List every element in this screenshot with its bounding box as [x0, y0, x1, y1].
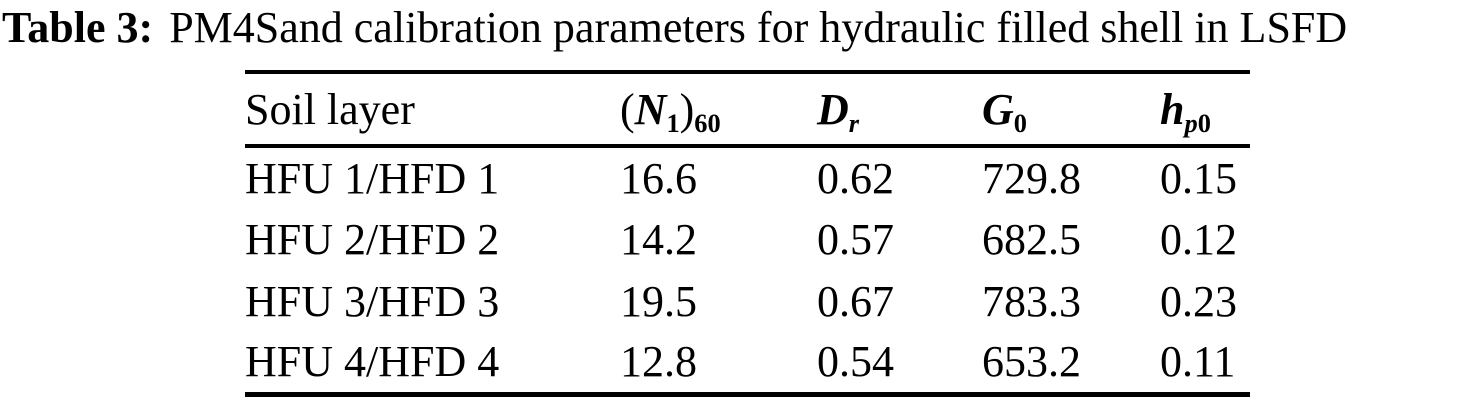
table-caption: Table 3: PM4Sand calibration parameters f…: [2, 2, 1347, 54]
table-body: HFU 1/HFD 1 16.6 0.62 729.8 0.15 HFU 2/H…: [245, 146, 1250, 394]
n160-open-paren: (: [620, 84, 635, 134]
table-caption-text: PM4Sand calibration parameters for hydra…: [169, 3, 1348, 52]
cell-hp0: 0.11: [1160, 337, 1236, 387]
cell-n160: 16.6: [620, 153, 697, 203]
col-header-dr: Dr: [817, 72, 982, 148]
cell-g0: 653.2: [982, 337, 1081, 387]
n160-close-paren: ): [679, 84, 695, 134]
g0-symbol: G: [982, 84, 1014, 134]
cell-n160: 19.5: [620, 276, 697, 326]
n160-inner-subscript: 1: [666, 107, 680, 138]
n160-symbol: N: [634, 84, 667, 134]
cell-soil-layer: HFU 4/HFD 4: [245, 337, 500, 387]
cell-dr: 0.57: [817, 214, 894, 264]
cell-soil-layer: HFU 2/HFD 2: [245, 214, 500, 264]
table-row: HFU 2/HFD 2 14.2 0.57 682.5 0.12: [245, 208, 1250, 270]
col-header-hp0: hp0: [1160, 72, 1250, 148]
cell-n160: 12.8: [620, 337, 697, 387]
cell-hp0: 0.12: [1160, 214, 1237, 264]
cell-g0: 729.8: [982, 153, 1081, 203]
hp0-subscript-0: 0: [1197, 107, 1211, 138]
dr-subscript: r: [848, 107, 860, 138]
hp0-subscript-p: p: [1184, 107, 1198, 138]
cell-dr: 0.62: [817, 153, 894, 203]
cell-hp0: 0.23: [1160, 276, 1237, 326]
soil-layer-label: Soil layer: [245, 84, 415, 134]
g0-subscript: 0: [1013, 107, 1027, 138]
table-row: HFU 3/HFD 3 19.5 0.67 783.3 0.23: [245, 270, 1250, 332]
cell-dr: 0.54: [817, 337, 894, 387]
col-header-n160: (N1)60: [620, 72, 817, 148]
cell-n160: 14.2: [620, 214, 697, 264]
cell-g0: 783.3: [982, 276, 1081, 326]
hp0-symbol: h: [1160, 84, 1185, 134]
table-header: Soil layer (N1)60 Dr G0 hp0: [245, 72, 1250, 148]
cell-dr: 0.67: [817, 276, 894, 326]
cell-g0: 682.5: [982, 214, 1081, 264]
table-row: HFU 4/HFD 4 12.8 0.54 653.2 0.11: [245, 332, 1250, 394]
cell-soil-layer: HFU 3/HFD 3: [245, 276, 500, 326]
calibration-table: Soil layer (N1)60 Dr G0 hp0 HFU 1/HFD 1: [245, 70, 1250, 397]
table-caption-label: Table 3:: [2, 3, 154, 52]
header-row: Soil layer (N1)60 Dr G0 hp0: [245, 72, 1250, 148]
cell-soil-layer: HFU 1/HFD 1: [245, 153, 500, 203]
col-header-g0: G0: [982, 72, 1160, 148]
dr-symbol: D: [817, 84, 849, 134]
col-header-soil-layer: Soil layer: [245, 72, 620, 148]
table-row: HFU 1/HFD 1 16.6 0.62 729.8 0.15: [245, 146, 1250, 208]
n160-outer-subscript: 60: [694, 107, 721, 138]
cell-hp0: 0.15: [1160, 153, 1237, 203]
